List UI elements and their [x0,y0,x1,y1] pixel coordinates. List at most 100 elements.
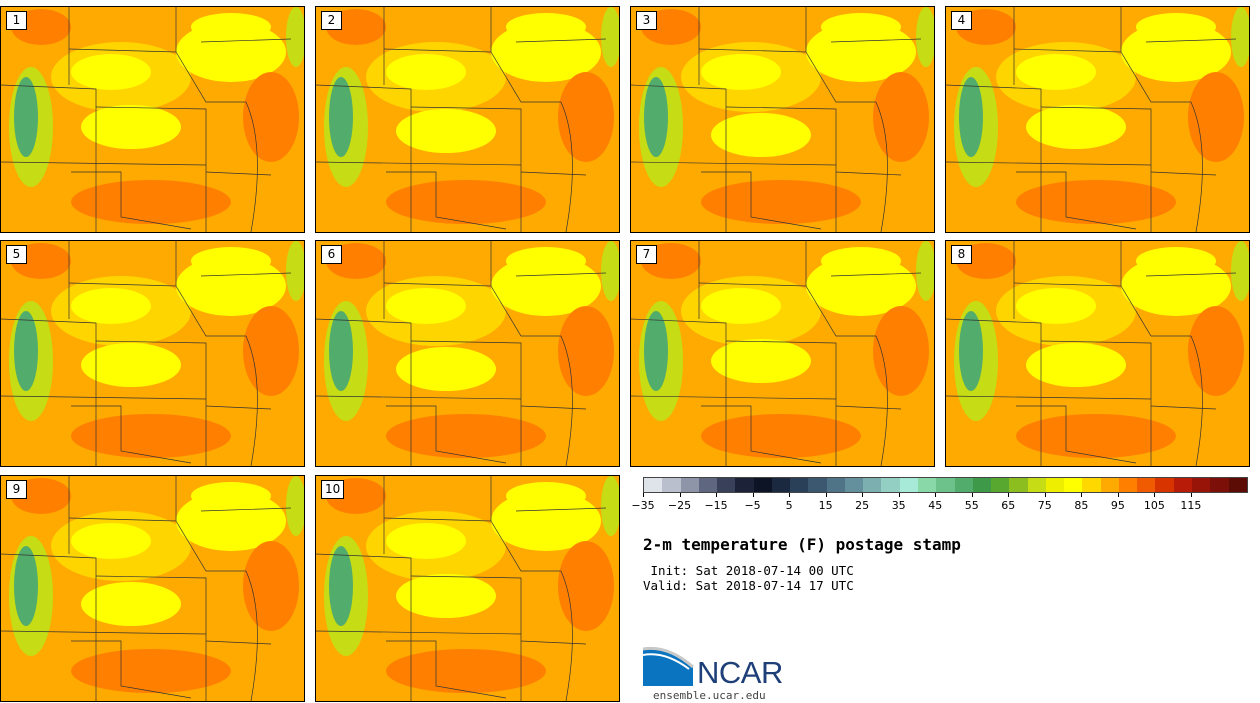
colorbar-swatch [1137,478,1156,492]
colorbar [643,477,1248,493]
colorbar-swatch [753,478,772,492]
colorbar-tick-label: 25 [855,499,870,512]
ensemble-member-panel: 6 [315,240,620,467]
colorbar-tick-label: −15 [704,499,728,512]
temperature-map [631,7,934,232]
colorbar-swatch [808,478,827,492]
colorbar-swatch [1228,478,1247,492]
temperature-map [946,241,1249,466]
colorbar-swatch [717,478,736,492]
colorbar-tick [971,493,973,497]
member-number-label: 10 [321,480,345,499]
ncar-logo-icon [643,646,694,686]
logo-name: NCAR [697,655,783,690]
colorbar-swatch [1100,478,1119,492]
colorbar-tick-label: 45 [928,499,943,512]
init-time: Init: Sat 2018-07-14 00 UTC [643,563,854,578]
colorbar-tick [1081,493,1083,497]
colorbar-swatch [790,478,809,492]
ensemble-member-panel: 7 [630,240,935,467]
colorbar-tick [898,493,900,497]
colorbar-tick-label: 65 [1001,499,1016,512]
colorbar-tick [825,493,827,497]
colorbar-swatch [1210,478,1229,492]
member-number-label: 1 [6,11,27,30]
colorbar-tick-label: −35 [631,499,655,512]
temperature-map [316,241,619,466]
ensemble-member-panel: 4 [945,6,1250,233]
colorbar-swatch [698,478,718,492]
colorbar-swatch [881,478,900,492]
colorbar-tick-label: 5 [785,499,793,512]
colorbar-tick [1044,493,1046,497]
colorbar-tick [1008,493,1010,497]
temperature-map [946,7,1249,232]
member-number-label: 6 [321,245,342,264]
valid-time: Valid: Sat 2018-07-14 17 UTC [643,578,854,593]
colorbar-tick [752,493,754,497]
member-number-label: 7 [636,245,657,264]
colorbar-swatch [863,478,882,492]
colorbar-swatch [1027,478,1046,492]
colorbar-swatch [972,478,992,492]
ensemble-member-panel: 3 [630,6,935,233]
temperature-map [631,241,934,466]
colorbar-tick [1117,493,1119,497]
logo-url[interactable]: ensemble.ucar.edu [653,689,766,702]
colorbar-swatch [844,478,864,492]
colorbar-swatch [662,478,681,492]
ensemble-member-panel: 8 [945,240,1250,467]
temperature-map [1,476,304,701]
colorbar-tick-label: 95 [1110,499,1125,512]
ensemble-member-panel: 1 [0,6,305,233]
ensemble-member-panel: 2 [315,6,620,233]
temperature-map [1,7,304,232]
colorbar-tick [789,493,791,497]
colorbar-tick-label: −25 [667,499,692,512]
colorbar-swatch [771,478,791,492]
colorbar-swatch [991,478,1010,492]
colorbar-ticks: −35 −25 −15 −5 5 15 25 35 45 55 65 75 85 95 105 115 [631,493,1248,513]
colorbar-swatch [826,478,845,492]
ensemble-member-panel: 10 [315,475,620,702]
member-number-label: 8 [951,245,972,264]
colorbar-tick [643,493,644,497]
colorbar-swatch [735,478,754,492]
colorbar-swatch [917,478,937,492]
member-number-label: 4 [951,11,972,30]
colorbar-tick-label: 35 [891,499,906,512]
colorbar-swatch [954,478,973,492]
colorbar-tick-label: 105 [1143,499,1165,512]
colorbar-tick [1190,493,1192,497]
colorbar-swatch [1191,478,1211,492]
colorbar-tick-label: 85 [1074,499,1089,512]
colorbar-swatch [1173,478,1192,492]
colorbar-swatch [899,478,918,492]
member-number-label: 5 [6,245,27,264]
colorbar-tick [679,493,681,497]
colorbar-swatch [1009,478,1028,492]
colorbar-swatch [1082,478,1101,492]
colorbar-swatch [1118,478,1138,492]
colorbar-swatch [1155,478,1174,492]
colorbar-tick [862,493,864,497]
colorbar-swatch [1064,478,1083,492]
colorbar-swatch [644,478,663,492]
colorbar-tick [716,493,718,497]
colorbar-tick [1154,493,1156,497]
temperature-map [1,241,304,466]
colorbar-tick-label: 15 [818,499,833,512]
ensemble-member-panel: 5 [0,240,305,467]
colorbar-tick [935,493,937,497]
colorbar-swatch [680,478,699,492]
colorbar-tick-label: 55 [964,499,979,512]
plot-title: 2-m temperature (F) postage stamp [643,535,961,554]
ensemble-member-panel: 9 [0,475,305,702]
colorbar-swatch [1045,478,1065,492]
temperature-map [316,7,619,232]
colorbar-tick-label: 75 [1037,499,1052,512]
member-number-label: 3 [636,11,657,30]
member-number-label: 9 [6,480,27,499]
temperature-map [316,476,619,701]
colorbar-tick-label: −5 [744,499,761,512]
